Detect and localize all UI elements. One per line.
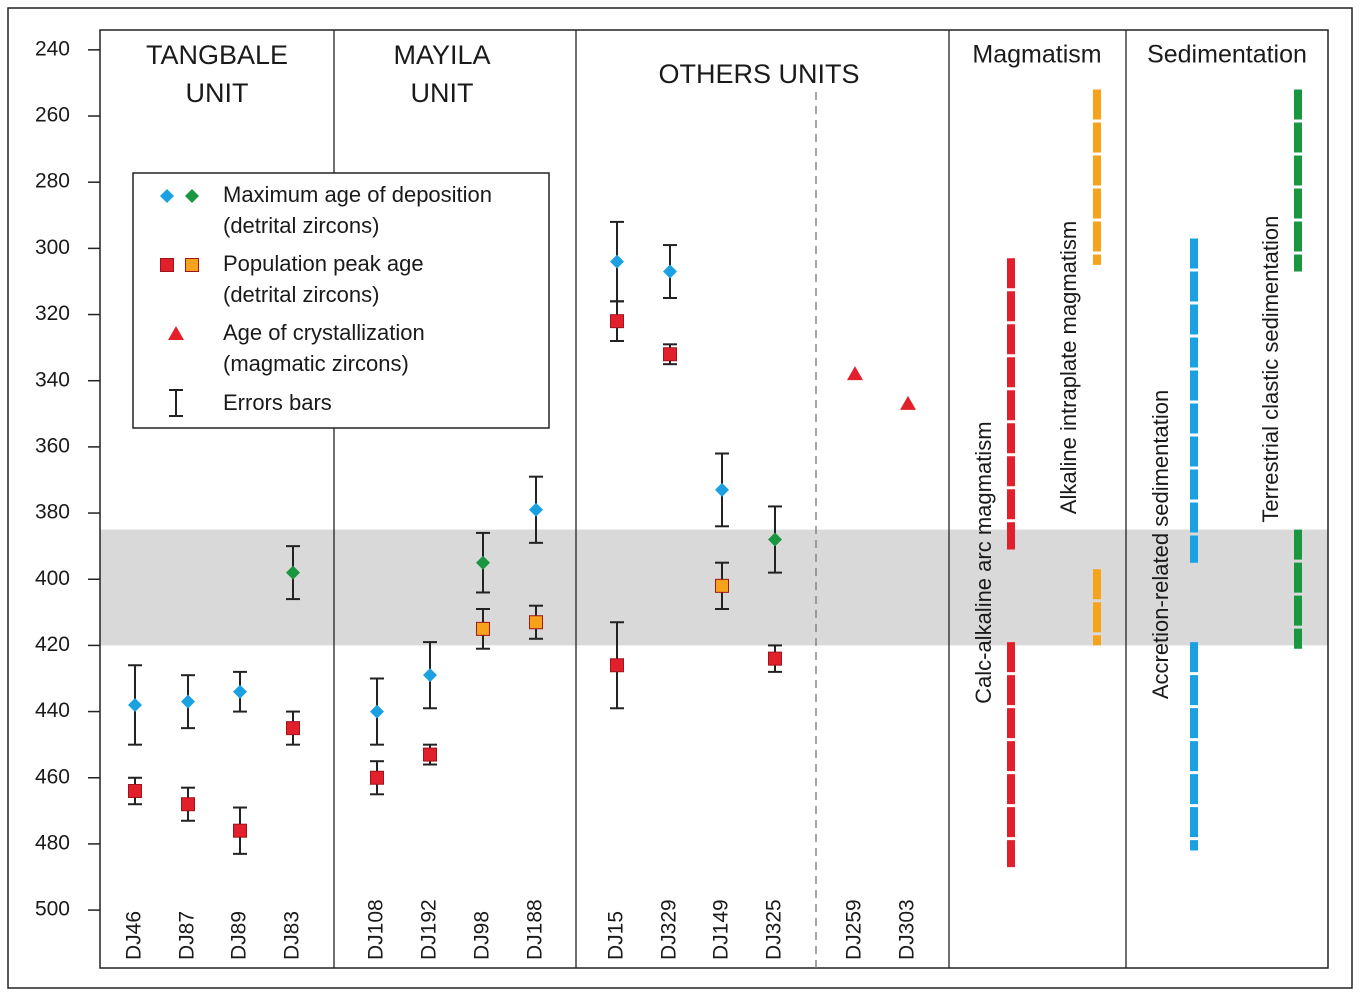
x-tick-label: DJ108	[365, 899, 388, 960]
y-tick-label: 460	[35, 765, 70, 788]
diamond-marker	[610, 254, 624, 269]
y-tick-label: 340	[35, 368, 70, 391]
y-tick-label: 260	[35, 104, 70, 127]
square-marker	[768, 651, 782, 666]
group-label: UNIT	[411, 78, 474, 108]
square-marker	[610, 658, 624, 673]
square-marker	[529, 615, 543, 630]
legend-marker	[168, 326, 184, 340]
triangle-marker	[900, 395, 916, 410]
legend-marker	[185, 258, 199, 272]
square-marker	[610, 314, 624, 329]
legend-marker	[160, 258, 174, 272]
y-tick-label: 320	[35, 302, 70, 325]
legend-label: Maximum age of deposition	[223, 182, 492, 207]
y-tick-label: 420	[35, 633, 70, 656]
x-tick-label: DJ188	[524, 899, 547, 960]
square-marker	[370, 770, 384, 785]
legend-sublabel: (magmatic zircons)	[223, 351, 409, 376]
x-tick-label: DJ15	[605, 911, 628, 960]
diamond-marker	[423, 668, 437, 683]
group-label: OTHERS UNITS	[658, 59, 859, 89]
x-tick-label: DJ98	[471, 911, 494, 960]
square-marker	[476, 621, 490, 636]
range-label: Calc-alkaline arc magmatism	[971, 421, 996, 703]
group-label: TANGBALE	[146, 40, 288, 70]
x-tick-label: DJ149	[710, 899, 733, 960]
square-marker	[663, 347, 677, 362]
group-label: MAYILA	[393, 40, 490, 70]
legend-label: Age of crystallization	[223, 320, 425, 345]
legend-label: Population peak age	[223, 251, 424, 276]
legend-errorbar	[169, 389, 183, 417]
y-tick-label: 380	[35, 501, 70, 524]
diamond-marker	[768, 532, 782, 547]
y-tick-label: 280	[35, 170, 70, 193]
square-marker	[233, 823, 247, 838]
legend-marker	[160, 189, 174, 203]
square-marker	[181, 797, 195, 812]
highlight-band	[100, 529, 1328, 646]
square-marker	[715, 578, 729, 593]
diamond-marker	[181, 694, 195, 709]
x-tick-label: DJ259	[843, 899, 866, 960]
y-tick-label: 440	[35, 699, 70, 722]
plot-frame	[99, 29, 1329, 969]
y-tick-label: 240	[35, 37, 70, 60]
square-marker	[128, 783, 142, 798]
range-label: Terrestrial clastic sedimentation	[1258, 216, 1283, 523]
legend-label: Errors bars	[223, 390, 332, 415]
x-tick-label: DJ325	[763, 899, 786, 960]
legend-box	[132, 172, 550, 429]
square-marker	[286, 721, 300, 736]
x-tick-label: DJ329	[658, 899, 681, 960]
legend-marker	[185, 189, 199, 203]
outer-frame	[7, 7, 1353, 989]
legend-sublabel: (detrital zircons)	[223, 213, 379, 238]
y-tick-label: 400	[35, 567, 70, 590]
y-tick-label: 360	[35, 434, 70, 457]
legend-sublabel: (detrital zircons)	[223, 282, 379, 307]
triangle-marker	[847, 366, 863, 381]
diamond-marker	[128, 697, 142, 712]
diamond-marker	[286, 565, 300, 580]
y-tick-label: 480	[35, 831, 70, 854]
diamond-marker	[663, 264, 677, 279]
y-tick-label: 300	[35, 236, 70, 259]
diamond-marker	[529, 502, 543, 517]
range-label: Accretion-related sedimentation	[1148, 390, 1173, 699]
diamond-marker	[370, 704, 384, 719]
x-tick-label: DJ192	[418, 899, 441, 960]
x-tick-label: DJ89	[228, 911, 251, 960]
range-label: Alkaline intraplate magmatism	[1056, 221, 1081, 514]
panel-title: Magmatism	[972, 41, 1101, 69]
x-tick-label: DJ83	[281, 911, 304, 960]
diamond-marker	[233, 684, 247, 699]
diamond-marker	[715, 482, 729, 497]
y-tick-label: 500	[35, 898, 70, 921]
group-label: UNIT	[186, 78, 249, 108]
diamond-marker	[476, 555, 490, 570]
x-tick-label: DJ303	[896, 899, 919, 960]
panel-title: Sedimentation	[1147, 41, 1307, 69]
x-tick-label: DJ87	[176, 911, 199, 960]
x-tick-label: DJ46	[123, 911, 146, 960]
square-marker	[423, 747, 437, 762]
